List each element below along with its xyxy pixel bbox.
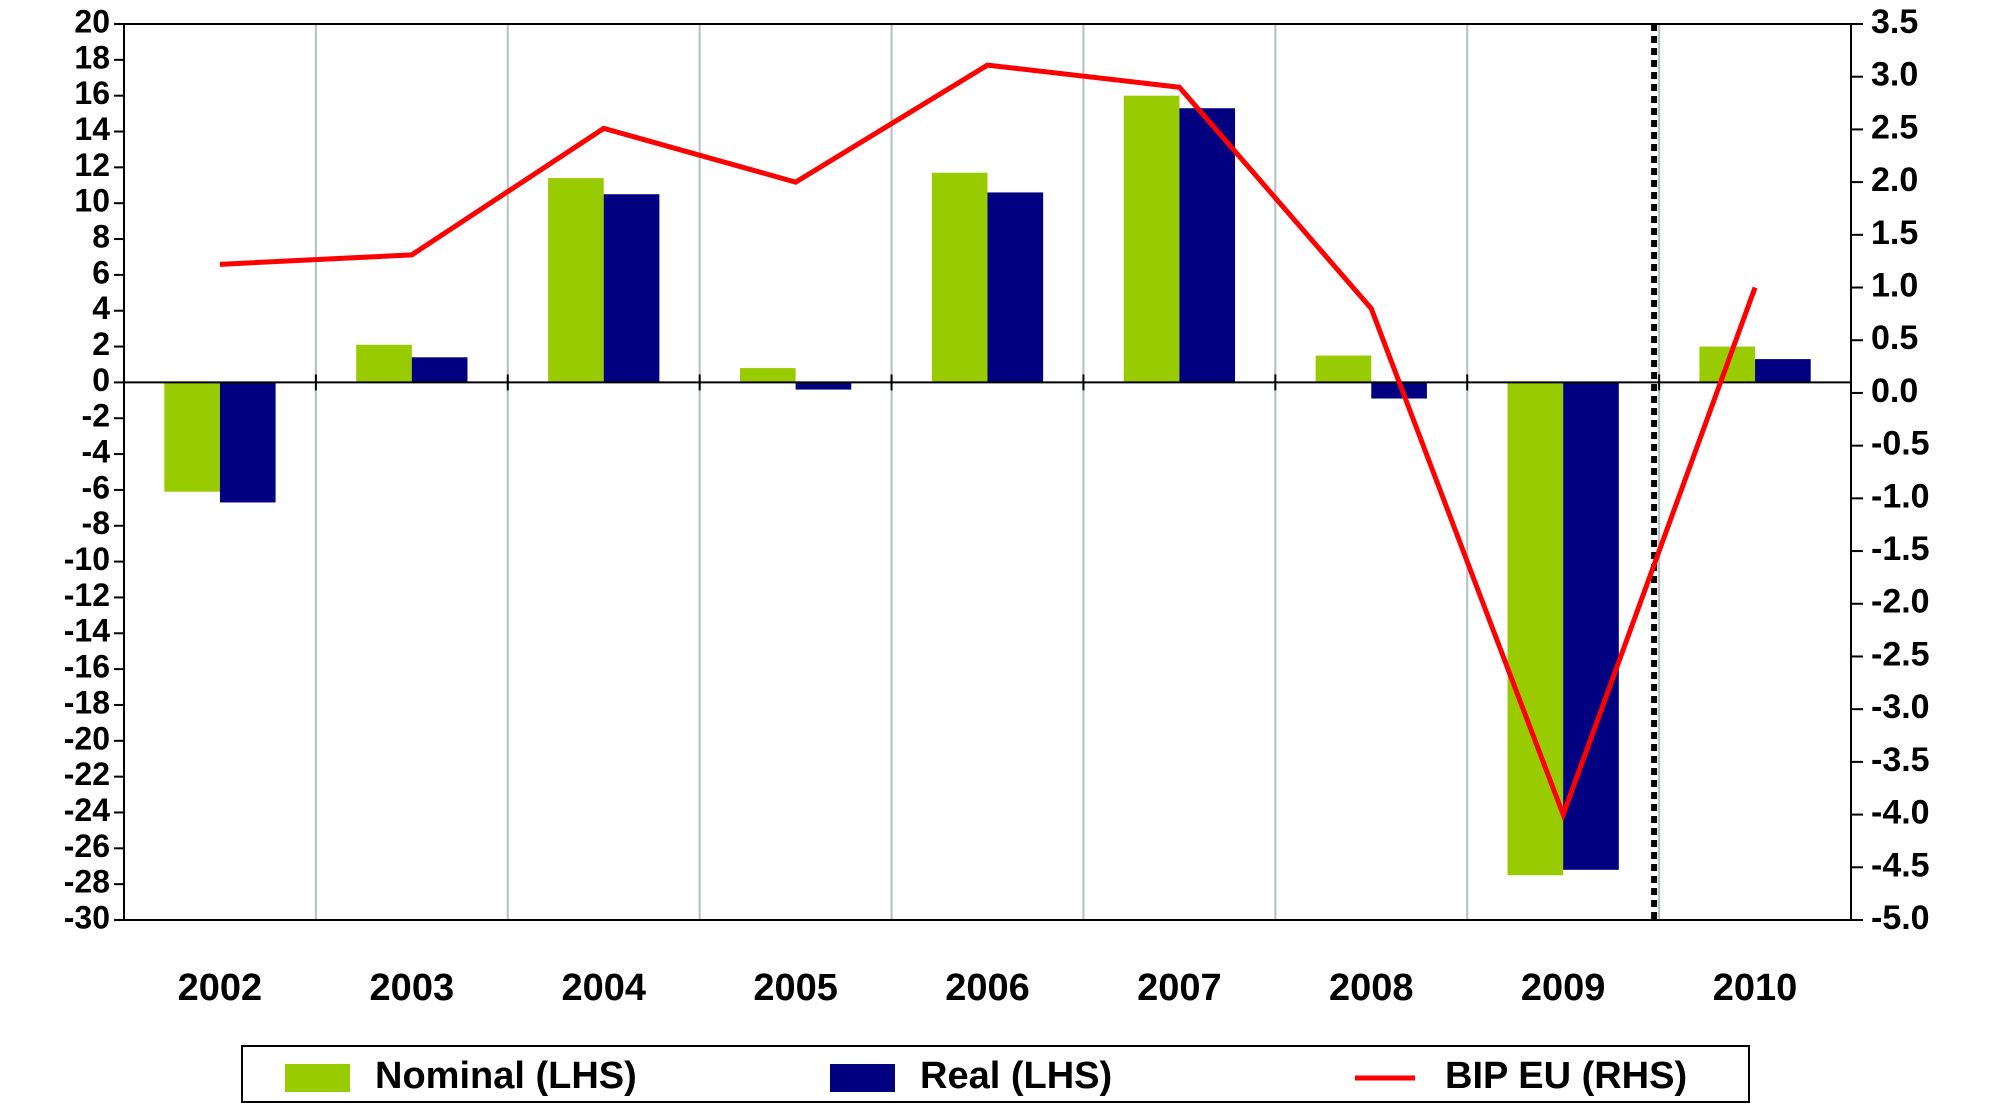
y-tick-label: -20 (64, 720, 110, 756)
legend-label: BIP EU (RHS) (1445, 1055, 1687, 1097)
bar (795, 382, 852, 390)
bar (739, 368, 796, 383)
legend-swatch (285, 1064, 350, 1092)
bar (1123, 95, 1180, 383)
y2-tick-label: -5.0 (1871, 899, 1930, 937)
y-tick-label: -2 (82, 398, 110, 434)
y2-tick-label: 0.5 (1871, 319, 1918, 357)
plot-frame (123, 23, 1852, 921)
y2-tick-label: -2.5 (1871, 635, 1930, 673)
y2-tick-label: -2.0 (1871, 583, 1930, 621)
x-tick-label: 2006 (945, 967, 1030, 1009)
y-tick-label: 6 (92, 254, 110, 290)
bar (411, 357, 468, 383)
y-tick-label: -18 (64, 684, 110, 720)
y2-tick-label: 2.5 (1871, 108, 1918, 146)
y2-tick-label: 2.0 (1871, 161, 1918, 199)
y2-tick-label: 0.0 (1871, 372, 1918, 410)
y-tick-label: -8 (82, 505, 110, 541)
x-tick-label: 2004 (561, 967, 646, 1009)
y-tick-label: -22 (64, 756, 110, 792)
bar (548, 178, 604, 383)
bar (1507, 382, 1564, 876)
y-tick-label: 16 (74, 75, 110, 111)
x-tick-label: 2002 (178, 967, 263, 1009)
y2-tick-label: -1.0 (1871, 477, 1930, 515)
y-tick-label: 2 (92, 326, 110, 362)
bar (603, 194, 660, 383)
y-tick-label: 10 (74, 183, 110, 219)
y-tick-label: -24 (64, 792, 110, 828)
legend-swatch (830, 1064, 895, 1092)
y-tick-label: -14 (64, 613, 110, 649)
bar (356, 344, 412, 383)
legend-label: Real (LHS) (920, 1055, 1112, 1097)
y2-tick-label: -1.5 (1871, 530, 1930, 568)
y-tick-label: -26 (64, 828, 110, 864)
bar (1371, 382, 1427, 399)
y2-tick-label: 3.5 (1871, 3, 1918, 41)
y-tick-label: -28 (64, 864, 110, 900)
x-tick-label: 2010 (1713, 967, 1798, 1009)
y-tick-label: -12 (64, 577, 110, 613)
x-tick-label: 2008 (1329, 967, 1414, 1009)
line-series (219, 62, 1758, 822)
x-tick-label: 2005 (753, 967, 838, 1009)
y2-tick-label: 3.0 (1871, 56, 1918, 94)
y-tick-label: -10 (64, 541, 110, 577)
bar (1315, 355, 1372, 383)
y-tick-label: 8 (92, 218, 110, 254)
y2-tick-label: -4.5 (1871, 846, 1930, 884)
bar (1179, 108, 1236, 383)
bar (164, 382, 220, 492)
y-tick-label: 0 (92, 362, 110, 398)
y2-tick-label: 1.0 (1871, 267, 1918, 305)
bar (931, 172, 988, 383)
y-tick-label: -6 (82, 469, 110, 505)
x-tick-label: 2003 (370, 967, 455, 1009)
x-tick-label: 2007 (1137, 967, 1222, 1009)
bar (219, 382, 276, 503)
y-tick-label: 12 (74, 147, 110, 183)
legend-box (241, 1045, 1750, 1103)
x-tick-label: 2009 (1521, 967, 1606, 1009)
bar (987, 192, 1044, 383)
bar (1755, 359, 1811, 383)
y2-tick-label: -4.0 (1871, 794, 1930, 832)
y2-tick-label: 1.5 (1871, 214, 1918, 252)
y-tick-label: 4 (92, 290, 110, 326)
y-tick-label: 20 (74, 3, 110, 39)
y-tick-label: 14 (74, 111, 110, 147)
legend-label: Nominal (LHS) (375, 1055, 637, 1097)
y-tick-label: -16 (64, 649, 110, 685)
y2-tick-label: -3.0 (1871, 688, 1930, 726)
y2-tick-label: -0.5 (1871, 425, 1930, 463)
y-tick-label: 18 (74, 39, 110, 75)
y2-tick-label: -3.5 (1871, 741, 1930, 779)
y-tick-label: -30 (64, 899, 110, 935)
y-tick-label: -4 (82, 434, 111, 470)
